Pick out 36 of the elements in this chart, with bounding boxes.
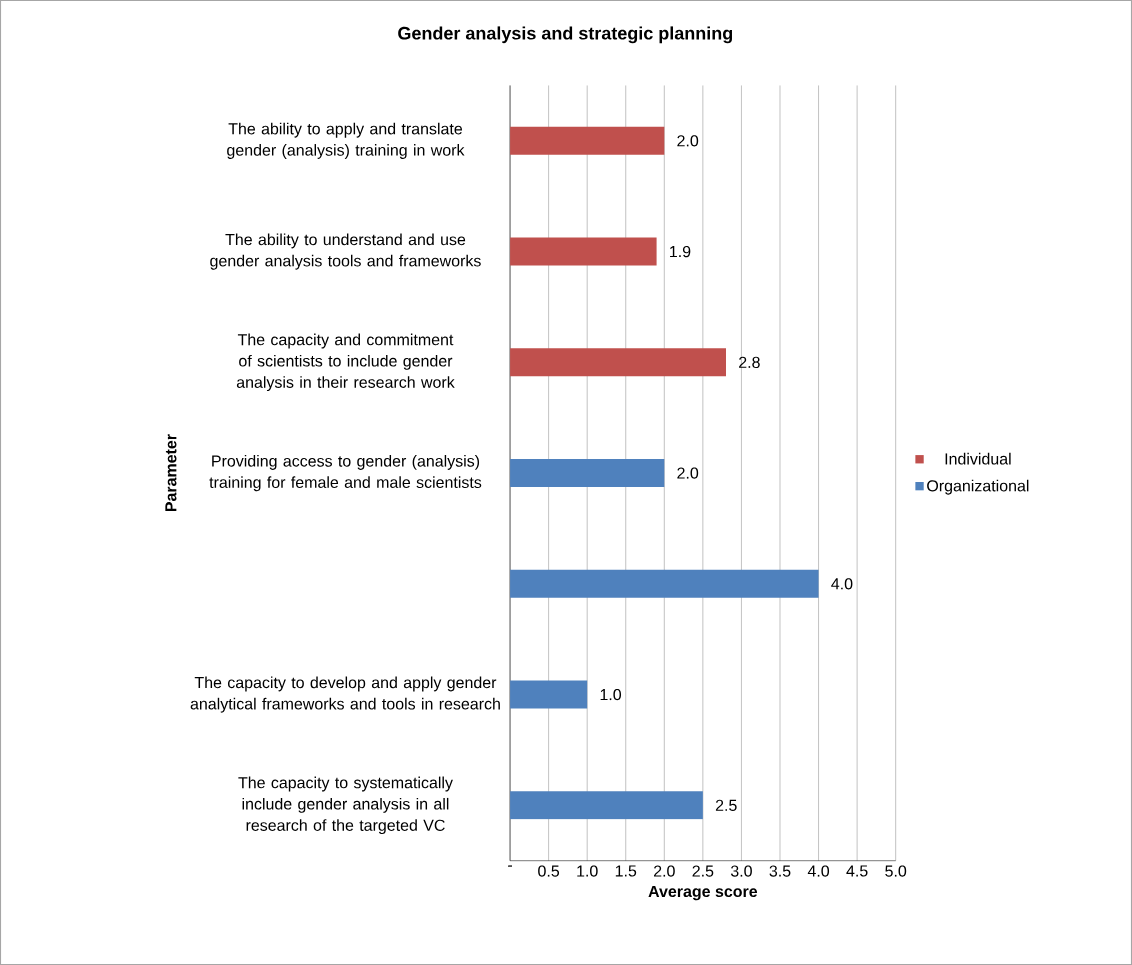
legend-label: Organizational [927,479,1029,495]
x-tick-label: - [508,865,513,867]
bar [510,459,665,488]
data-label: 2.8 [739,356,760,368]
data-label: 2.0 [677,467,699,479]
x-tick-label: 5.0 [885,865,907,877]
bar [510,237,657,266]
data-label: 1.0 [600,688,622,701]
y-tick-label: The ability to apply and translate gender (analysis) training in work [227,122,465,159]
x-tick-label: 2.5 [692,865,714,877]
data-label: 1.9 [670,245,691,258]
data-label: 2.0 [677,135,699,147]
legend-label: Individual [945,452,1011,465]
x-tick-label: 1.5 [615,865,637,877]
y-tick-label: Providing access to gender (analysis) training for female and male scientists [209,454,482,492]
y-tick-label: The capacity and commitment of scientists to include gender analysis in their research work [236,333,455,392]
x-tick-label: 4.0 [807,865,830,877]
x-tick-label: 0.5 [538,865,560,877]
data-label: 4.0 [831,578,853,590]
x-tick-label: 3.5 [769,865,791,877]
bar [510,126,665,155]
bar [510,680,588,709]
bar [510,348,726,377]
x-tick-label: 4.5 [846,865,868,877]
chart-title: Gender analysis and strategic planning [398,26,733,44]
bar [510,569,819,598]
x-tick-label: 1.0 [577,865,598,877]
x-axis-title: Average score [648,885,758,901]
y-tick-label: The ability to understand and use gender analysis tools and frameworks [210,233,481,270]
y-tick-label: The capacity to develop and apply gender analytical frameworks and tools in research [190,676,500,713]
x-tick-label: 2.0 [653,865,675,877]
x-tick-label: 3.0 [730,865,752,877]
data-label: 2.5 [715,799,737,811]
bar [510,791,703,820]
y-axis-title: Parameter [165,434,177,512]
y-tick-label: The capacity to systematically include gender analysis in all research of the targeted VC [238,776,453,835]
